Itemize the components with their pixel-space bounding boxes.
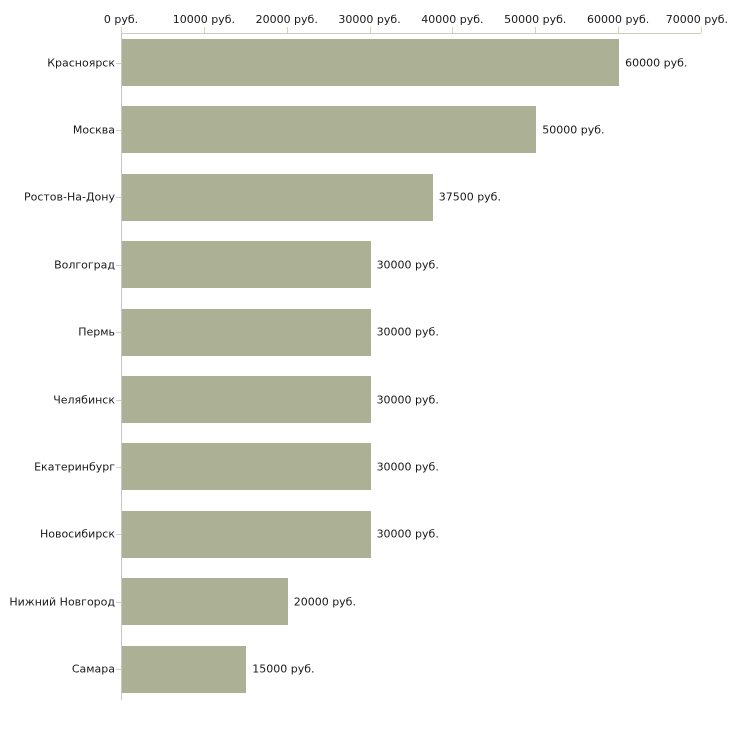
value-label: 30000 руб. [376,393,439,406]
bar [122,308,371,356]
value-label: 30000 руб. [376,258,439,272]
x-tick-mark [535,27,537,33]
x-tick-label: 40000 руб. [421,13,484,26]
value-label: 30000 руб. [376,325,439,339]
x-tick-label: 10000 руб. [172,13,235,26]
x-tick-mark [618,27,620,33]
value-label: 15000 руб. [252,662,315,676]
bar [122,39,620,86]
category-tick-mark [116,466,121,468]
value-label: 20000 руб. [293,595,356,609]
bar [122,106,537,154]
category-tick-mark [116,534,121,536]
category-label: Екатеринбург [34,460,115,474]
x-tick-mark [369,27,371,33]
category-label: Москва [72,123,115,137]
value-label: 37500 руб. [438,190,501,204]
category-tick-mark [116,129,121,131]
x-tick-mark [286,27,288,33]
category-tick-mark [116,197,121,199]
x-tick-label: 50000 руб. [504,13,567,26]
x-tick-mark [701,27,702,33]
category-tick-mark [116,669,121,671]
value-label: 30000 руб. [376,527,439,541]
bar [122,376,371,423]
x-tick-mark [121,27,122,33]
x-tick-label: 60000 руб. [587,13,650,26]
category-tick-mark [116,601,121,603]
bar [122,645,247,693]
category-label: Красноярск [47,56,115,69]
bar [122,578,288,626]
x-axis-line [121,33,701,34]
x-tick-label: 0 руб. [103,13,139,26]
bar [122,173,433,221]
category-label: Ростов-На-Дону [23,190,115,204]
category-label: Волгоград [54,258,115,272]
category-label: Пермь [78,325,115,339]
bar [122,241,371,289]
bar [122,443,371,491]
category-tick-mark [116,399,121,401]
x-tick-label: 70000 руб. [665,13,728,26]
category-label: Самара [71,662,115,676]
y-axis-line [121,33,122,700]
category-label: Новосибирск [39,527,115,541]
category-tick-mark [116,264,121,266]
value-label: 30000 руб. [376,460,439,474]
category-label: Челябинск [53,393,115,406]
value-label: 60000 руб. [625,56,688,69]
bar [122,510,371,558]
category-label: Нижний Новгород [9,595,115,609]
x-tick-label: 30000 руб. [338,13,401,26]
x-tick-mark [452,27,454,33]
x-tick-mark [203,27,205,33]
category-tick-mark [116,332,121,334]
value-label: 50000 руб. [542,123,605,137]
category-tick-mark [116,62,121,64]
x-tick-label: 20000 руб. [255,13,318,26]
